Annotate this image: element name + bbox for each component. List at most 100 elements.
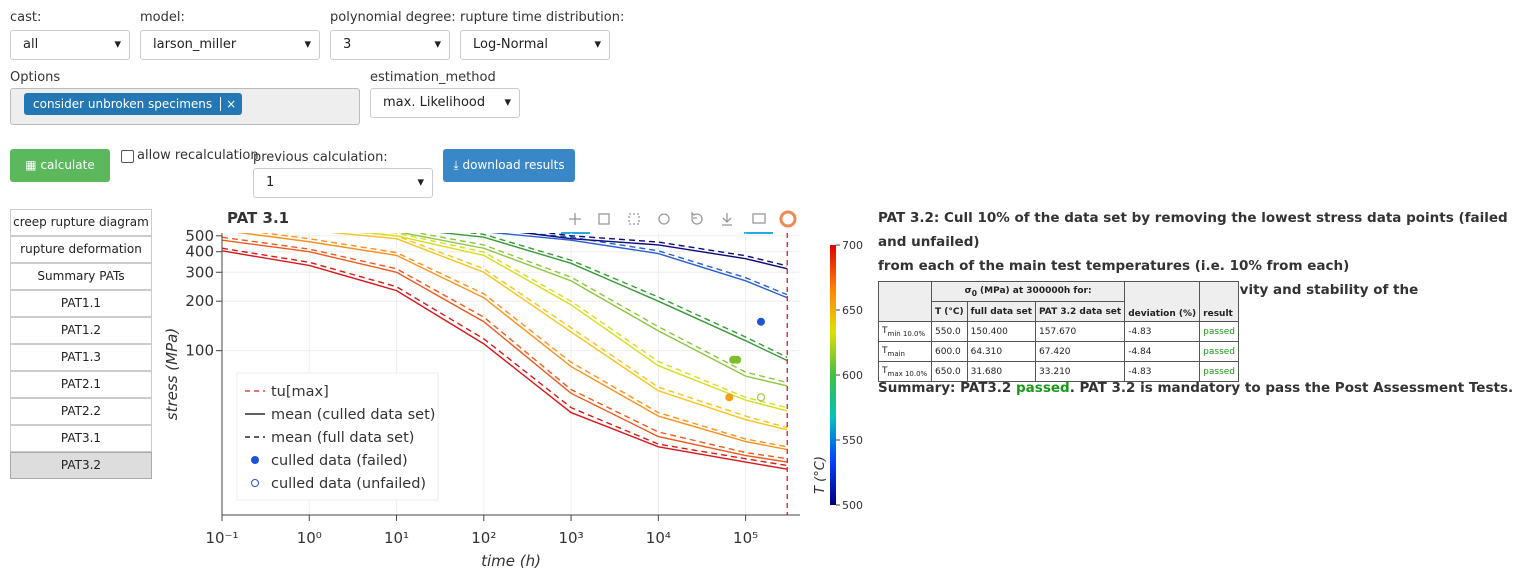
cell: passed <box>1199 361 1240 382</box>
tab[interactable]: Summary PATs <box>10 263 152 290</box>
toolbar <box>561 210 797 234</box>
row: Tmin 10.0% 550.0 150.400 157.670 -4.83 passed <box>878 321 1240 342</box>
logo[interactable] <box>779 210 797 228</box>
report-line: PAT 3.2: Cull 10% of the data set by rem… <box>878 210 1508 250</box>
mean-full-line <box>389 233 788 409</box>
mean-full-line <box>518 233 788 296</box>
button-text: download results <box>462 158 565 172</box>
header-cell: T (°C) <box>931 301 968 322</box>
row: Tmax 10.0% 650.0 31.680 33.210 -4.83 passed <box>878 361 1240 382</box>
tab[interactable]: creep rupture diagram <box>10 209 152 236</box>
wheel-tool[interactable] <box>658 213 670 225</box>
text: Summary: PAT3.2 <box>878 380 1017 396</box>
text: T <box>882 365 888 376</box>
tab[interactable]: PAT3.1 <box>10 425 152 452</box>
cell: 150.400 <box>966 321 1037 342</box>
x-tick-label: 10⁴ <box>646 529 671 547</box>
colorbar-label: T (°C) <box>813 456 828 494</box>
x-axis-label: time (h) <box>481 552 541 570</box>
select[interactable]: larson_miller <box>140 30 320 60</box>
text: . PAT 3.2 is mandatory to pass the Post … <box>1069 380 1514 396</box>
colorbar-tick-label: 700 <box>842 239 863 252</box>
failed-point <box>725 393 734 402</box>
checkbox[interactable] <box>121 150 134 163</box>
label: cast: <box>10 10 42 25</box>
reset-tool[interactable] <box>691 211 703 225</box>
multiselect[interactable]: consider unbroken specimens × <box>10 88 360 125</box>
cell: 31.680 <box>966 361 1037 382</box>
cell: 157.670 <box>1035 321 1126 342</box>
hover-tool[interactable] <box>752 213 766 224</box>
report: PAT 3.2: Cull 10% of the data set by rem… <box>878 206 1519 326</box>
tab[interactable]: PAT1.1 <box>10 290 152 317</box>
cell: 650.0 <box>931 361 968 382</box>
select[interactable]: all <box>10 30 130 60</box>
button-text: calculate <box>40 158 95 172</box>
legend-label: culled data (unfailed) <box>271 476 426 492</box>
legend-box <box>236 372 439 501</box>
box-zoom-tool[interactable] <box>598 213 610 225</box>
tab[interactable]: PAT2.2 <box>10 398 152 425</box>
tab[interactable]: PAT1.2 <box>10 317 152 344</box>
x-tick-label: 10⁵ <box>733 529 758 547</box>
label: polynomial degree: <box>330 10 456 25</box>
legend-label: mean (culled data set) <box>271 407 435 423</box>
legend-symbol <box>251 456 259 464</box>
sub: main <box>887 349 906 358</box>
save-tool[interactable] <box>722 213 732 226</box>
label: previous calculation: <box>253 150 388 165</box>
report-line: from each of the main test temperatures … <box>878 258 1350 274</box>
mean-full-line <box>222 236 788 460</box>
y-tick-label: 200 <box>185 292 214 310</box>
label: estimation_method <box>370 70 496 85</box>
header-cell: deviation (%) <box>1124 281 1201 322</box>
cell: 67.420 <box>1035 341 1126 362</box>
pan-tool[interactable] <box>569 213 581 225</box>
cell: Tmain <box>878 341 932 362</box>
select[interactable]: 1 <box>253 168 433 198</box>
label: model: <box>140 10 185 25</box>
sym: σ <box>964 285 972 296</box>
y-tick-label: 100 <box>185 342 214 360</box>
select[interactable]: max. Likelihood <box>370 88 520 118</box>
mean-full-line <box>258 233 788 448</box>
summary: Summary: PAT3.2 passed. PAT 3.2 is manda… <box>878 380 1513 396</box>
select[interactable]: 3 <box>330 30 450 60</box>
text: T <box>882 325 888 336</box>
chart: PAT 3.1 10⁻¹ 10⁰ 10¹ 10² 10³ 10⁴ 10⁵ 100 200 300 4… <box>158 207 872 573</box>
label: allow recalculation <box>137 148 259 163</box>
cell: -4.83 <box>1124 361 1201 382</box>
cell: -4.84 <box>1124 341 1201 362</box>
mean-full-line <box>414 233 788 384</box>
tab[interactable]: rupture deformation <box>10 236 152 263</box>
mean-culled-line <box>222 250 788 470</box>
mean-full-line <box>222 247 788 467</box>
tab[interactable]: PAT3.2 <box>10 452 152 479</box>
result-table: σ0 (MPa) at 300000h for: deviation (%) re… <box>878 281 1240 382</box>
legend-label: culled data (failed) <box>271 453 408 469</box>
sub: min 10.0% <box>887 329 926 338</box>
y-tick-label: 300 <box>185 263 214 281</box>
tab[interactable]: PAT1.3 <box>10 344 152 371</box>
text: (MPa) at 300000h for: <box>976 285 1092 296</box>
colorbar-tick-label: 600 <box>842 369 863 382</box>
tag-remove[interactable]: × <box>220 97 237 111</box>
cell: passed <box>1199 341 1240 362</box>
cell: Tmin 10.0% <box>878 321 932 342</box>
y-tick-label: 500 <box>185 227 214 245</box>
select-tool[interactable] <box>628 213 640 225</box>
x-tick-label: 10⁰ <box>297 529 322 547</box>
calculate-button[interactable]: ▦ calculate <box>10 149 110 182</box>
tag[interactable]: consider unbroken specimens × <box>24 93 243 115</box>
cell: 550.0 <box>931 321 968 342</box>
select[interactable]: Log-Normal <box>460 30 610 60</box>
label: rupture time distribution: <box>460 10 625 25</box>
mean-culled-line <box>399 233 788 387</box>
cell: 600.0 <box>931 341 968 362</box>
legend-label: tu[max] <box>271 384 329 400</box>
download-button[interactable]: ⤓ download results <box>443 149 575 182</box>
cell: -4.83 <box>1124 321 1201 342</box>
tab[interactable]: PAT2.1 <box>10 371 152 398</box>
colorbar <box>830 245 836 505</box>
